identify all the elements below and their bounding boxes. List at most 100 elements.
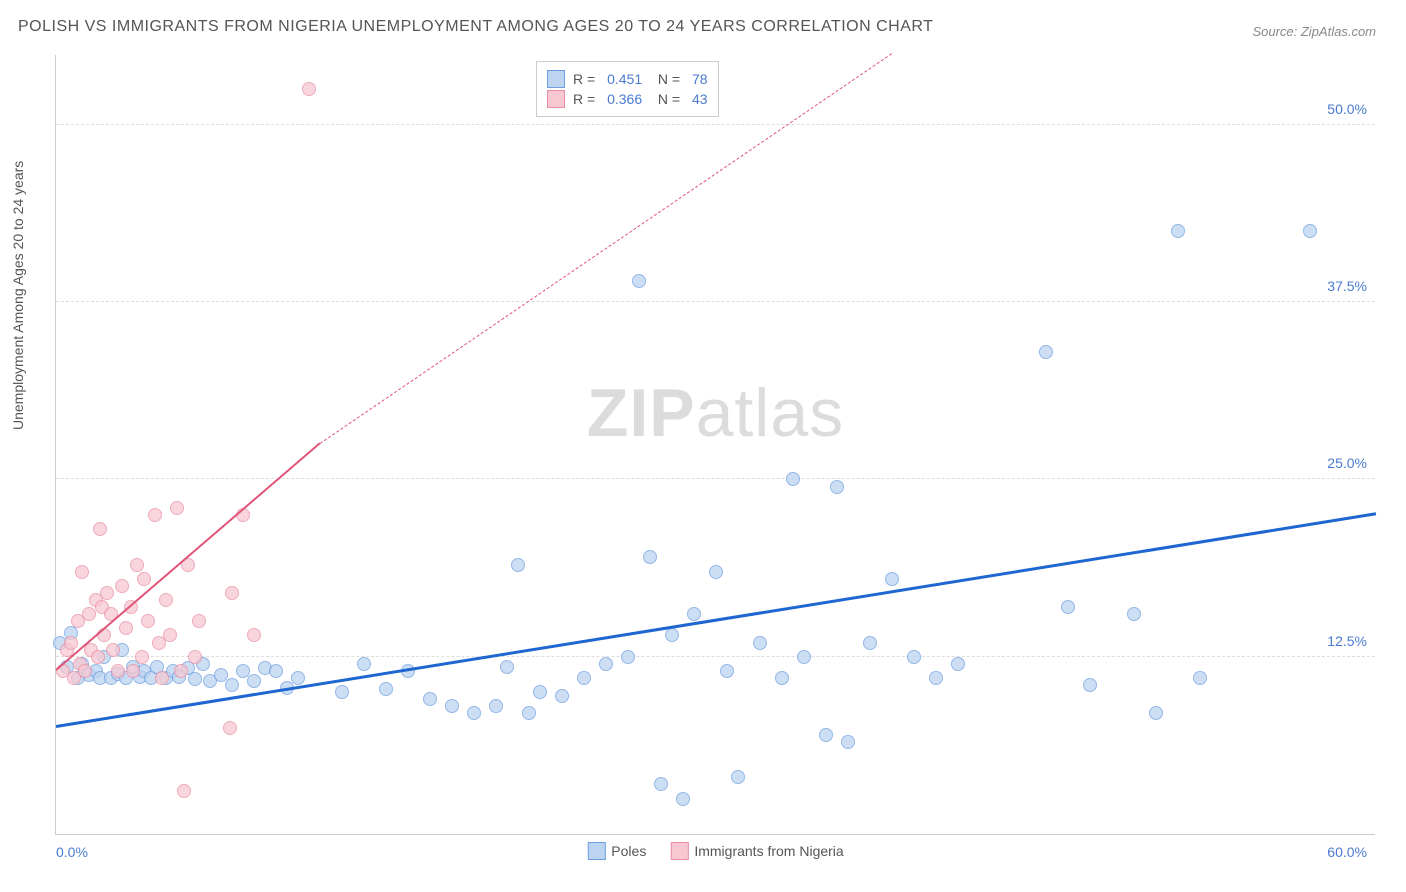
data-point [709, 565, 723, 579]
data-point [115, 579, 129, 593]
data-point [223, 721, 237, 735]
data-point [885, 572, 899, 586]
data-point [225, 678, 239, 692]
y-tick-label: 25.0% [1327, 455, 1367, 471]
legend-item: Immigrants from Nigeria [670, 842, 843, 860]
data-point [1127, 607, 1141, 621]
legend-n-label: N = [650, 91, 684, 107]
legend-r-value: 0.366 [607, 91, 642, 107]
data-point [91, 650, 105, 664]
data-point [247, 628, 261, 642]
data-point [159, 593, 173, 607]
data-point [100, 586, 114, 600]
data-point [731, 770, 745, 784]
legend-r-value: 0.451 [607, 71, 642, 87]
data-point [357, 657, 371, 671]
data-point [291, 671, 305, 685]
data-point [1171, 224, 1185, 238]
data-point [775, 671, 789, 685]
y-tick-label: 37.5% [1327, 278, 1367, 294]
watermark-light: atlas [696, 375, 845, 451]
data-point [82, 607, 96, 621]
data-point [379, 682, 393, 696]
data-point [188, 650, 202, 664]
data-point [753, 636, 767, 650]
legend-row: R = 0.366 N = 43 [547, 90, 708, 108]
data-point [163, 628, 177, 642]
data-point [522, 706, 536, 720]
data-point [335, 685, 349, 699]
watermark-bold: ZIP [587, 375, 696, 451]
gridline [56, 301, 1375, 302]
data-point [863, 636, 877, 650]
data-point [75, 565, 89, 579]
data-point [423, 692, 437, 706]
data-point [247, 674, 261, 688]
legend-n-value: 78 [692, 71, 708, 87]
data-point [467, 706, 481, 720]
data-point [632, 274, 646, 288]
data-point [177, 784, 191, 798]
data-point [819, 728, 833, 742]
data-point [135, 650, 149, 664]
data-point [654, 777, 668, 791]
data-point [533, 685, 547, 699]
legend-label: Poles [611, 843, 646, 859]
data-point [78, 664, 92, 678]
data-point [951, 657, 965, 671]
trend-line [55, 442, 320, 670]
data-point [137, 572, 151, 586]
legend-swatch [547, 70, 565, 88]
scatter-plot: ZIPatlas 0.0% 60.0% R = 0.451 N = 78R = … [55, 55, 1375, 835]
data-point [511, 558, 525, 572]
trend-line [56, 512, 1376, 728]
data-point [64, 636, 78, 650]
x-axis-max-label: 60.0% [1327, 844, 1367, 860]
legend-swatch [547, 90, 565, 108]
legend-item: Poles [587, 842, 646, 860]
data-point [841, 735, 855, 749]
correlation-legend: R = 0.451 N = 78R = 0.366 N = 43 [536, 61, 719, 117]
data-point [665, 628, 679, 642]
data-point [907, 650, 921, 664]
gridline [56, 656, 1375, 657]
data-point [192, 614, 206, 628]
data-point [119, 621, 133, 635]
data-point [269, 664, 283, 678]
data-point [489, 699, 503, 713]
legend-r-label: R = [573, 71, 599, 87]
data-point [797, 650, 811, 664]
data-point [106, 643, 120, 657]
data-point [126, 664, 140, 678]
legend-n-value: 43 [692, 91, 708, 107]
legend-row: R = 0.451 N = 78 [547, 70, 708, 88]
data-point [155, 671, 169, 685]
legend-label: Immigrants from Nigeria [694, 843, 843, 859]
data-point [555, 689, 569, 703]
data-point [148, 508, 162, 522]
data-point [1193, 671, 1207, 685]
data-point [830, 480, 844, 494]
legend-n-label: N = [650, 71, 684, 87]
gridline [56, 124, 1375, 125]
data-point [1303, 224, 1317, 238]
watermark: ZIPatlas [587, 374, 844, 452]
data-point [188, 672, 202, 686]
data-point [445, 699, 459, 713]
gridline [56, 478, 1375, 479]
data-point [130, 558, 144, 572]
y-axis-label: Unemployment Among Ages 20 to 24 years [10, 161, 26, 430]
data-point [93, 522, 107, 536]
data-point [786, 472, 800, 486]
data-point [141, 614, 155, 628]
data-point [1039, 345, 1053, 359]
data-point [621, 650, 635, 664]
data-point [643, 550, 657, 564]
data-point [577, 671, 591, 685]
data-point [1083, 678, 1097, 692]
data-point [1061, 600, 1075, 614]
series-legend: Poles Immigrants from Nigeria [587, 842, 843, 860]
chart-title: POLISH VS IMMIGRANTS FROM NIGERIA UNEMPL… [18, 18, 933, 36]
y-tick-label: 50.0% [1327, 101, 1367, 117]
data-point [111, 664, 125, 678]
